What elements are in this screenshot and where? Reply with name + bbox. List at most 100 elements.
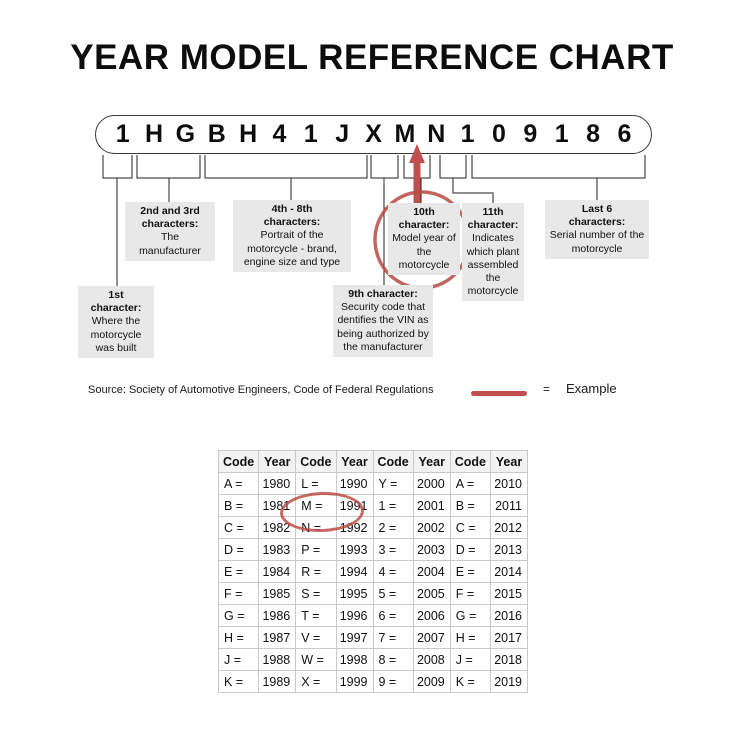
table-cell-code: V = [295,626,337,649]
source-legend-row: Source: Society of Automotive Engineers,… [88,381,658,402]
note-heading: 2nd and 3rd [140,205,200,217]
table-cell-code: D = [217,538,260,561]
table-row: J = 1988 W = 1998 8 = 2008 J = 2018 [217,648,528,671]
table-header-cell: Code [449,450,492,473]
table-row: B = 1981 M = 1991 1 = 2001 B = 2011 [217,494,528,517]
table-cell-code: 3 = [372,538,414,561]
table-cell-year: 1981 [258,494,297,517]
vin-char: 1 [554,120,569,148]
table-cell-code: K = [217,670,260,693]
table-cell-year: 1987 [258,626,297,649]
table-cell-code: 1 = [372,494,414,517]
table-header-cell: Code [372,450,414,473]
table-cell-year: 2001 [412,494,451,517]
vin-char: 0 [492,120,506,148]
note-heading: 1st [108,289,124,301]
table-header-cell: Year [412,450,451,473]
table-cell-year: 2013 [490,538,528,561]
table-cell-code: B = [449,494,492,517]
table-cell-code: F = [217,582,260,605]
table-cell-code: J = [449,648,492,671]
vin-char: X [365,120,382,148]
table-cell-code: W = [295,648,337,671]
note-4th-8th-characters: 4th - 8th characters: Portrait of the mo… [233,200,351,273]
table-cell-code: 8 = [372,648,414,671]
table-row: F = 1985 S = 1995 5 = 2005 F = 2015 [217,582,528,605]
vin-char: H [239,120,258,148]
table-cell-year: 2004 [412,560,451,583]
table-cell-year: 2006 [412,604,451,627]
table-cell-year: 2009 [412,670,451,693]
vin-character-row: 1 H G B H 4 1 J X M N 1 0 9 1 8 6 [95,115,652,154]
page-title: YEAR MODEL REFERENCE CHART [70,38,674,77]
vin-char: N [427,120,446,148]
vin-char: B [207,120,226,148]
table-cell-year: 2014 [490,560,528,583]
table-row: E = 1984 R = 1994 4 = 2004 E = 2014 [217,560,528,583]
table-row: D = 1983 P = 1993 3 = 2003 D = 2013 [217,538,528,561]
table-cell-year: 2007 [412,626,451,649]
vin-char: H [145,120,164,148]
table-cell-year: 2018 [490,648,528,671]
table-cell-code: 4 = [372,560,414,583]
vin-char: 1 [460,120,475,148]
vin-char: 1 [303,120,318,148]
vin-capsule [95,115,652,154]
table-cell-year: 2000 [412,472,451,495]
table-cell-year: 1993 [335,538,374,561]
table-cell-year: 1992 [335,516,374,539]
table-cell-code: G = [449,604,492,627]
note-body: Serial number of the motorcycle [549,229,645,255]
note-9th-character: 9th character: Security code that dentif… [333,285,433,358]
table-cell-year: 2016 [490,604,528,627]
table-cell-year: 1997 [335,626,374,649]
table-cell-code: E = [217,560,260,583]
legend-equals: = [543,382,551,396]
note-heading: 11th [482,206,504,218]
table-cell-code: M = [295,494,337,517]
note-subheading: character: [90,302,142,315]
table-cell-year: 1994 [335,560,374,583]
note-body: Where the motorcycle was built [90,315,142,354]
vin-char: 6 [617,120,632,148]
table-cell-year: 2019 [490,670,528,693]
table-cell-code: E = [449,560,492,583]
table-cell-year: 1998 [335,648,374,671]
vin-char: G [175,120,196,148]
note-body: Indicates which plant assembled the moto… [466,232,520,298]
table-row: G = 1986 T = 1996 6 = 2006 G = 2016 [217,604,528,627]
table-cell-year: 2012 [490,516,528,539]
vin-char: 4 [272,120,287,148]
table-cell-code: F = [449,582,492,605]
table-row: K = 1989 X = 1999 9 = 2009 K = 2019 [217,670,528,693]
table-cell-year: 1984 [258,560,297,583]
table-cell-year: 1983 [258,538,297,561]
table-cell-year: 2017 [490,626,528,649]
table-header-cell: Code [217,450,260,473]
table-cell-code: P = [295,538,337,561]
vin-char: 9 [523,120,538,148]
note-10th-character: 10th character: Model year of the motorc… [388,203,460,276]
table-cell-code: B = [217,494,260,517]
vin-char: 1 [115,120,130,148]
table-cell-year: 1986 [258,604,297,627]
table-cell-year: 1991 [335,494,374,517]
note-1st-character: 1st character: Where the motorcycle was … [78,286,154,359]
table-cell-code: 9 = [372,670,414,693]
table-cell-year: 2011 [490,494,528,517]
table-cell-code: 2 = [372,516,414,539]
table-cell-code: Y = [372,472,414,495]
note-body: Security code that dentifies the VIN as … [337,301,429,353]
vin-char-highlighted: M [394,120,416,148]
table-cell-code: N = [295,516,337,539]
note-body: The manufacturer [139,231,201,257]
table-cell-year: 1980 [258,472,297,495]
note-subheading: characters: [141,218,199,231]
note-heading: 4th - 8th [271,203,313,215]
table-header-cell: Year [335,450,374,473]
table-cell-code: 6 = [372,604,414,627]
table-cell-code: L = [295,472,337,495]
source-text: Source: Society of Automotive Engineers,… [88,384,434,396]
